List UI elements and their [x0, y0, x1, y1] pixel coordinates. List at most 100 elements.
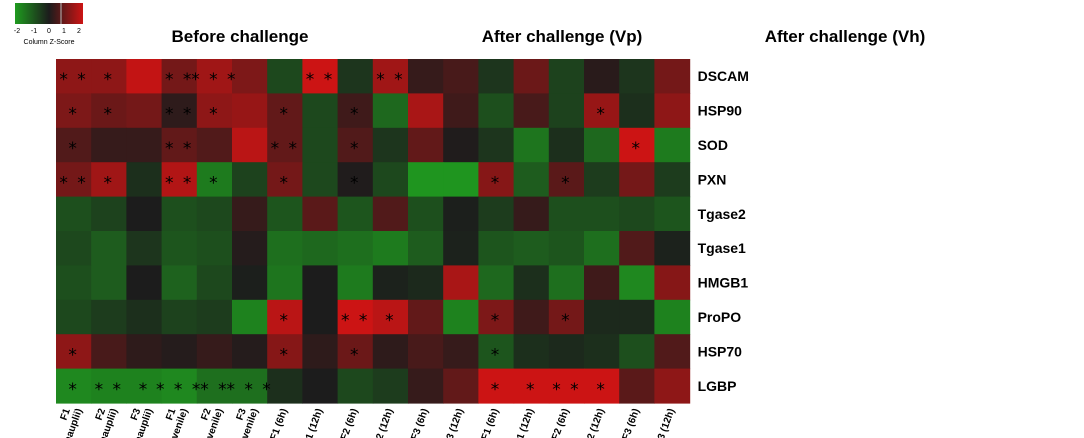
heatmap-cell: [56, 162, 92, 198]
heatmap-cell: [408, 59, 444, 94]
column-label: F1: [164, 407, 178, 422]
significance-marker: *: [350, 173, 361, 193]
heatmap-cell: [337, 127, 374, 163]
significance-marker: *: [68, 139, 79, 159]
heatmap-cell: [91, 299, 127, 335]
color-key: -2 -1 0 1 2 Column Z-Score: [14, 3, 83, 46]
heatmap-cell: [548, 59, 585, 94]
heatmap-cell: [91, 231, 127, 266]
column-label: F1 (12h): [302, 407, 325, 438]
heatmap-cell: [91, 265, 127, 301]
significance-marker: *: [209, 105, 220, 125]
heatmap-cell: [548, 127, 585, 163]
heatmap-cell: [161, 334, 198, 370]
column-label: F1 (6h): [480, 407, 502, 438]
column-label: F1 (6h): [269, 407, 291, 438]
heatmap-cell: [337, 59, 374, 94]
heatmap-cell: [478, 59, 515, 94]
heatmap-cell: [548, 299, 585, 335]
significance-marker: *: [68, 105, 79, 125]
heatmap-cell: [337, 93, 374, 129]
row-label: HMGB1: [698, 275, 749, 291]
heatmap-cell: [267, 59, 303, 94]
heatmap-cell: [126, 368, 163, 404]
heatmap-cell: [619, 265, 655, 301]
color-key-tick: -1: [31, 28, 37, 35]
heatmap-cell: [443, 231, 479, 266]
group-title-after-vp: After challenge (Vp): [482, 27, 643, 46]
column-label: F3 (6h): [621, 407, 643, 438]
heatmap-cell: [619, 127, 655, 163]
heatmap-cell: [302, 196, 339, 232]
heatmap-cell: [408, 196, 444, 232]
heatmap-cell: [619, 299, 655, 335]
group-title-before: Before challenge: [172, 27, 309, 46]
heatmap-cell: [56, 127, 92, 163]
heatmap-cell: [584, 334, 620, 370]
significance-marker: *: [491, 345, 502, 365]
heatmap-cell: [196, 265, 233, 301]
heatmap-cell: [478, 334, 515, 370]
heatmap-cell: [302, 93, 339, 129]
row-label: DSCAM: [698, 68, 749, 84]
heatmap-cell: [56, 265, 92, 301]
heatmap-cell: [337, 231, 374, 266]
color-key-tick: 1: [62, 28, 66, 35]
heatmap-cell: [584, 93, 620, 129]
heatmap-cell: [302, 265, 339, 301]
heatmap-cell: [619, 93, 655, 129]
heatmap-cell: [513, 231, 550, 266]
significance-marker: * *: [200, 380, 228, 400]
heatmap-cell: [126, 162, 163, 198]
column-label: F2 (12h): [583, 407, 606, 438]
heatmap-cell: [161, 59, 198, 94]
row-label: ProPO: [698, 309, 742, 325]
significance-marker: * *: [165, 105, 193, 125]
heatmap-cell: [443, 196, 479, 232]
heatmap-cell: [126, 299, 163, 335]
heatmap-cell: [232, 127, 268, 163]
heatmap-cell: [161, 231, 198, 266]
column-label: F2 (6h): [339, 407, 361, 438]
column-label: F3 (12h): [654, 407, 677, 438]
heatmap-cell: [56, 334, 92, 370]
heatmap-cell: [372, 162, 409, 198]
heatmap-cell: [91, 196, 127, 232]
heatmap-cell: [443, 334, 479, 370]
heatmap-cell: [267, 196, 303, 232]
heatmap-cell: [126, 334, 163, 370]
heatmap-cell: [126, 93, 163, 129]
heatmap-cell: [232, 231, 268, 266]
significance-marker: * *: [165, 70, 193, 90]
heatmap-cell: [232, 196, 268, 232]
column-label: F2: [94, 407, 108, 422]
heatmap-cell: [372, 299, 409, 335]
significance-marker: *: [280, 311, 291, 331]
heatmap-cell: [619, 368, 655, 404]
significance-marker: *: [385, 311, 396, 331]
color-key-tick: 2: [77, 28, 81, 35]
heatmap-cell: [161, 162, 198, 198]
heatmap-cell: [56, 368, 92, 404]
heatmap-cell: [337, 299, 374, 335]
heatmap-cell: [408, 368, 444, 404]
heatmap-cell: [513, 368, 550, 404]
heatmap-cell: [513, 334, 550, 370]
significance-marker: * * *: [226, 380, 272, 400]
heatmap-cell: [232, 162, 268, 198]
heatmap-cell: [513, 93, 550, 129]
heatmap-cell: [161, 196, 198, 232]
heatmap-cell: [443, 299, 479, 335]
heatmap-cell: [584, 231, 620, 266]
significance-marker: *: [280, 105, 291, 125]
heatmap-cell: [372, 368, 409, 404]
heatmap-cell: [478, 93, 515, 129]
column-label: F1 (12h): [513, 407, 536, 438]
significance-marker: *: [280, 345, 291, 365]
significance-marker: * *: [306, 70, 334, 90]
heatmap-cell: [584, 162, 620, 198]
column-label: F2 (6h): [550, 407, 572, 438]
heatmap-cell: [584, 265, 620, 301]
heatmap-cell: [654, 231, 691, 266]
significance-marker: * *: [95, 380, 123, 400]
